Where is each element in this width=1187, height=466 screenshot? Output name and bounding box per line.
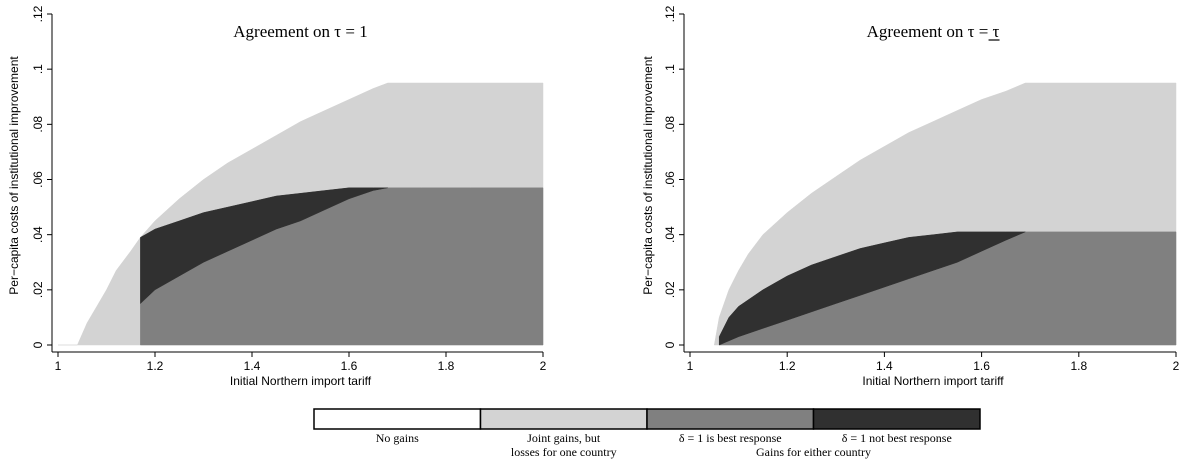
- x-tick-label: 1.6: [973, 359, 990, 373]
- legend-label-2-line2: losses for one country: [511, 445, 617, 459]
- legend-label-3: δ = 1 is best response: [679, 431, 782, 445]
- x-tick-label: 1: [55, 359, 62, 373]
- y-tick-label: 0: [663, 341, 677, 348]
- legend-label-1: No gains: [376, 431, 419, 445]
- y-tick-label: .04: [31, 226, 45, 243]
- x-tick-label: 1.8: [1070, 359, 1087, 373]
- y-tick-label: .12: [663, 5, 677, 22]
- area-layer: [58, 82, 544, 346]
- x-tick-label: 2: [1173, 359, 1180, 373]
- y-axis-label: Per−capita costs of institutional improv…: [641, 56, 655, 295]
- y-tick-label: .1: [663, 64, 677, 74]
- x-tick-label: 1.4: [244, 359, 261, 373]
- x-tick-label: 1.4: [876, 359, 893, 373]
- x-axis-label: Initial Northern import tariff: [862, 374, 1004, 388]
- area-series-3: [718, 231, 1026, 346]
- panel-title: Agreement on τ = τ: [867, 22, 1000, 41]
- legend-label-4: δ = 1 not best response: [842, 431, 952, 445]
- x-tick-label: 2: [540, 359, 547, 373]
- x-tick-label: 1.8: [438, 359, 455, 373]
- x-tick-label: 1.2: [779, 359, 796, 373]
- y-axis-label: Per−capita costs of institutional improv…: [7, 56, 21, 295]
- y-tick-label: .06: [31, 171, 45, 188]
- y-tick-label: .1: [31, 64, 45, 74]
- legend-label-2: Joint gains, but: [527, 431, 601, 445]
- x-tick-label: 1: [687, 359, 694, 373]
- legend-swatch-3: [646, 408, 815, 430]
- x-axis-label: Initial Northern import tariff: [230, 374, 372, 388]
- y-tick-label: .08: [31, 116, 45, 133]
- y-tick-label: .12: [31, 5, 45, 22]
- legend-swatch-1: [313, 408, 482, 430]
- area-series-3: [140, 187, 388, 305]
- axes: 1 1.2 1.4 1.6 1.8 2 0 .02 .04 .06 .08 .1 .12 Initial …: [641, 5, 1180, 388]
- y-tick-label: .06: [663, 171, 677, 188]
- y-tick-label: .04: [663, 226, 677, 243]
- panel-title: Agreement on τ = 1: [233, 22, 367, 41]
- legend-swatch-4: [812, 408, 981, 430]
- y-tick-label: .02: [31, 281, 45, 298]
- panel-left: 1 1.2 1.4 1.6 1.8 2 0 .02 .04 .06 .08 .1 .12 Initial …: [7, 5, 547, 388]
- legend-swatch-2: [479, 408, 648, 430]
- panel-right: 1 1.2 1.4 1.6 1.8 2 0 .02 .04 .06 .08 .1 .12 Initial …: [641, 5, 1180, 388]
- axes: 1 1.2 1.4 1.6 1.8 2 0 .02 .04 .06 .08 .1 .12 Initial …: [7, 5, 547, 388]
- y-tick-label: 0: [31, 341, 45, 348]
- x-tick-label: 1.2: [147, 359, 164, 373]
- legend-group-label: Gains for either country: [756, 445, 871, 459]
- x-tick-label: 1.6: [341, 359, 358, 373]
- area-layer: [714, 82, 1177, 346]
- y-tick-label: .08: [663, 116, 677, 133]
- y-tick-label: .02: [663, 281, 677, 298]
